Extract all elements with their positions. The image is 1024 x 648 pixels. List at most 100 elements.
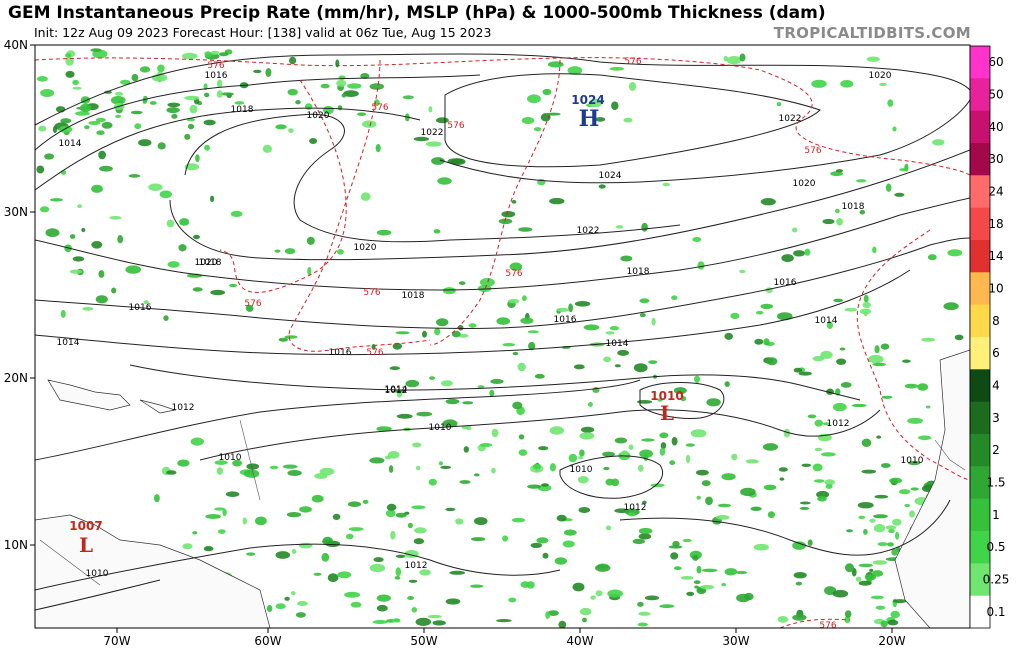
precip-cell (88, 121, 101, 125)
precip-cell (836, 218, 843, 226)
precip-cell (416, 411, 433, 417)
precip-cell (895, 531, 900, 540)
precip-cell (659, 604, 675, 609)
precip-cell (411, 607, 418, 613)
precip-cell (651, 317, 656, 326)
precip-cell (686, 591, 695, 597)
precip-cell (295, 100, 301, 105)
precip-cell (154, 494, 160, 503)
precip-cell (623, 117, 633, 123)
precip-cell (603, 356, 611, 363)
precip-cell (369, 457, 385, 464)
precip-cell (918, 435, 932, 441)
precip-cell (518, 449, 528, 456)
precip-cell (45, 228, 60, 238)
precip-cell (392, 342, 402, 350)
precip-cell (72, 256, 85, 262)
precip-cell (545, 112, 561, 116)
precip-cell (858, 563, 873, 568)
precip-cell (705, 496, 713, 506)
colorbar-swatch (970, 207, 990, 241)
thickness-label: 576 (624, 57, 641, 67)
precip-cell (668, 545, 683, 549)
precip-cell (376, 604, 388, 612)
precip-cell (58, 125, 73, 133)
thickness-label: 576 (505, 269, 522, 279)
precip-cell (214, 507, 226, 511)
precip-cell (149, 101, 157, 105)
precip-cell (549, 463, 557, 472)
precip-cell (578, 507, 591, 513)
precip-cell (781, 254, 794, 263)
precip-cell (246, 552, 256, 556)
precip-cell (639, 298, 650, 304)
precip-cell (195, 154, 200, 163)
precip-cell (767, 511, 776, 519)
precip-cell (470, 584, 484, 588)
longitude-label: 20W (878, 634, 905, 648)
precip-cell (706, 398, 721, 407)
precip-cell (40, 89, 55, 97)
precip-cell (167, 102, 181, 108)
precip-cell (327, 573, 339, 583)
precip-cell (869, 568, 874, 573)
isobar-label: 1022 (779, 114, 802, 124)
precip-cell (762, 443, 779, 451)
precip-cell (234, 101, 245, 105)
precip-cell (266, 604, 273, 613)
precip-cell (477, 284, 492, 293)
isobar-label: 1020 (869, 71, 892, 81)
precip-cell (139, 66, 151, 73)
precip-cell (574, 301, 591, 307)
precip-cell (549, 426, 564, 435)
isobar-label: 1018 (842, 202, 865, 212)
colorbar-frame (969, 45, 991, 629)
precip-cell (289, 56, 297, 65)
precip-cell (496, 619, 512, 623)
precip-cell (639, 449, 653, 458)
precip-cell (360, 73, 370, 79)
precip-cell (892, 599, 907, 604)
site-brand: TROPICALTIDBITS.COM (773, 24, 971, 42)
precip-cell (275, 551, 291, 559)
precip-cell (396, 413, 413, 419)
precip-cell (820, 350, 833, 359)
precip-cell (131, 73, 139, 82)
precip-cell (193, 234, 200, 240)
precip-cell (427, 614, 442, 619)
precip-cell (115, 114, 122, 118)
precip-cell (954, 334, 964, 341)
precip-cell (536, 537, 549, 544)
precip-cell (298, 542, 313, 549)
precip-cell (204, 51, 212, 58)
precip-cell (844, 307, 858, 312)
precip-cell (874, 345, 880, 354)
precip-cell (307, 266, 312, 276)
precip-cell (490, 379, 504, 384)
precip-cell (821, 452, 836, 457)
isobar-label: 1014 (606, 339, 629, 349)
precip-cell (753, 543, 769, 551)
precip-cell (528, 341, 536, 351)
precip-cell (502, 535, 509, 542)
precip-cell (489, 389, 495, 397)
precip-cell (840, 80, 854, 88)
precip-cell (442, 287, 456, 295)
colorbar-swatch (970, 369, 990, 403)
precip-cell (669, 460, 676, 466)
precip-cell (542, 552, 549, 559)
colorbar-label: 24 (988, 185, 1003, 199)
precip-cell (792, 541, 806, 550)
precip-cell (760, 198, 776, 206)
precip-cell (117, 235, 124, 244)
isobar-label: 1014 (385, 385, 408, 395)
precip-cell (269, 465, 279, 470)
precip-cell (778, 467, 788, 472)
precip-cell (518, 434, 525, 440)
precip-cell (693, 580, 701, 585)
precip-cell (203, 119, 216, 126)
colorbar-label: 2 (992, 443, 1000, 457)
precip-cell (657, 398, 663, 402)
precip-cell (644, 595, 660, 601)
